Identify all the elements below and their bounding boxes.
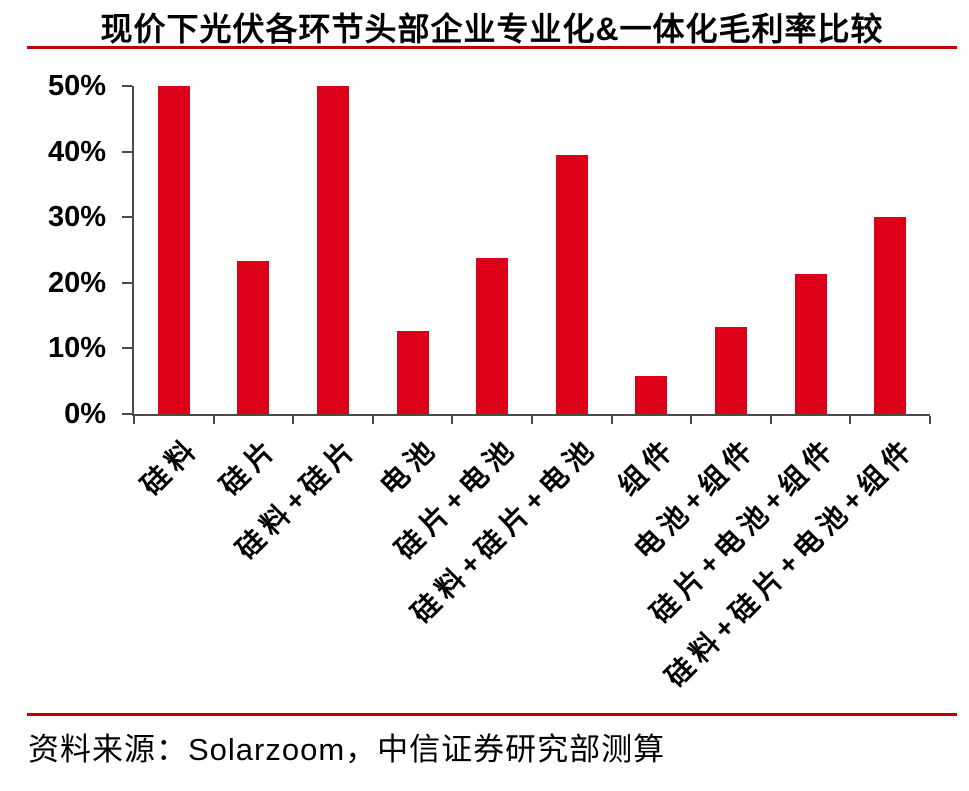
footer-rule xyxy=(27,713,957,716)
bar-硅片+电池 xyxy=(476,257,509,414)
x-axis-tick xyxy=(133,416,135,424)
y-axis-label: 50% xyxy=(47,70,106,102)
x-axis-tick xyxy=(769,416,772,424)
bar-硅料+硅片 xyxy=(317,86,349,414)
x-axis-tick xyxy=(849,416,852,424)
y-axis-label: 40% xyxy=(47,135,106,168)
x-axis-tick xyxy=(610,416,613,424)
y-axis-tick xyxy=(122,85,132,87)
x-axis-tick xyxy=(929,416,931,424)
plot-area: 0% 10% 20% 30% 40% 50% 硅料 硅片 硅料+硅片 电池 硅片+电池 硅料+硅片+电… xyxy=(48,70,931,693)
x-axis-tick xyxy=(371,416,374,424)
y-axis-tick xyxy=(122,347,132,350)
y-axis-tick xyxy=(122,413,132,415)
bar-电池 xyxy=(396,330,429,414)
bar-电池+组件 xyxy=(715,327,747,414)
source-note: 资料来源：Solarzoom，中信证券研究部测算 xyxy=(28,732,666,767)
chart-title: 现价下光伏各环节头部企业专业化&一体化毛利率比较 xyxy=(100,11,884,47)
y-axis-label: 10% xyxy=(47,332,106,365)
y-axis-label: 30% xyxy=(47,201,106,234)
x-axis-tick xyxy=(531,416,533,424)
bar-硅片+电池+组件 xyxy=(794,274,827,414)
y-axis-tick xyxy=(122,150,132,153)
bar-组件 xyxy=(635,375,668,414)
y-axis-label: 20% xyxy=(47,266,106,299)
x-axis-tick xyxy=(451,416,454,424)
bar-硅片 xyxy=(237,260,270,414)
x-axis-tick xyxy=(212,416,215,424)
title-underline-rule xyxy=(27,46,957,49)
y-axis-label: 0% xyxy=(64,398,106,430)
x-axis-tick xyxy=(690,416,693,424)
x-axis-tick xyxy=(292,416,295,424)
y-axis-tick xyxy=(122,216,132,219)
bar-硅料+硅片+电池+组件 xyxy=(874,217,907,414)
bar-硅料 xyxy=(157,86,190,414)
y-axis-tick xyxy=(122,281,132,284)
bar-硅料+硅片+电池 xyxy=(555,154,588,414)
